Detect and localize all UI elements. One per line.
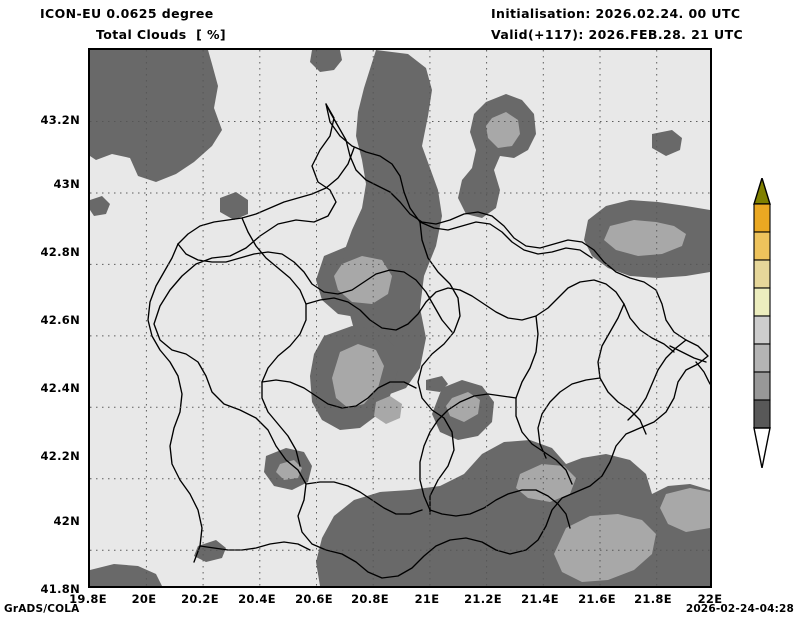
colorbar-arrow-top xyxy=(753,178,771,205)
colorbar-swatches xyxy=(753,178,771,468)
y-axis-tick-42.6N: 42.6N xyxy=(40,313,80,327)
y-axis-tick-43.2N: 43.2N xyxy=(40,113,80,127)
header-field-label: Total Clouds [ %] xyxy=(96,27,227,42)
x-axis-tick-21.6E: 21.6E xyxy=(578,592,616,606)
y-axis-tick-42.8N: 42.8N xyxy=(40,245,80,259)
footer-timestamp: 2026-02-24-04:28 xyxy=(685,603,794,615)
contour-band-30-50 xyxy=(90,50,710,586)
x-axis-tick-19.8E: 19.8E xyxy=(69,592,107,606)
y-axis-tick-41.8N: 41.8N xyxy=(40,582,80,596)
y-axis-tick-42.2N: 42.2N xyxy=(40,449,80,463)
x-axis-tick-21.8E: 21.8E xyxy=(634,592,672,606)
colorbar-arrow-bottom xyxy=(753,427,771,468)
x-axis-tick-20E: 20E xyxy=(131,592,157,606)
x-axis-tick-20.2E: 20.2E xyxy=(181,592,219,606)
y-axis-tick-42N: 42N xyxy=(53,514,80,528)
header-valid-label: Valid(+117): 2026.FEB.28. 21 UTC xyxy=(491,27,744,42)
colorbar-legend[interactable]: 99.5 95 90 80 70 60 50 30 10 xyxy=(752,178,772,468)
y-axis-tick-42.4N: 42.4N xyxy=(40,381,80,395)
footer-credit: GrADS/COLA xyxy=(4,603,80,615)
x-axis-tick-20.4E: 20.4E xyxy=(238,592,276,606)
graticule-grid xyxy=(90,50,710,586)
header-model-label: ICON-EU 0.0625 degree xyxy=(40,6,214,21)
x-axis-tick-22E: 22E xyxy=(697,592,723,606)
cloud-cover-map xyxy=(90,50,710,586)
x-axis-tick-21E: 21E xyxy=(414,592,440,606)
map-plot-area[interactable] xyxy=(88,48,712,588)
y-axis-tick-43N: 43N xyxy=(53,177,80,191)
header-initialisation-label: Initialisation: 2026.02.24. 00 UTC xyxy=(491,6,741,21)
x-axis-tick-20.6E: 20.6E xyxy=(295,592,333,606)
contour-band-50-60 xyxy=(276,112,710,582)
administrative-boundaries xyxy=(147,103,710,579)
x-axis-tick-20.8E: 20.8E xyxy=(351,592,389,606)
x-axis-tick-21.4E: 21.4E xyxy=(521,592,559,606)
x-axis-tick-21.2E: 21.2E xyxy=(464,592,502,606)
